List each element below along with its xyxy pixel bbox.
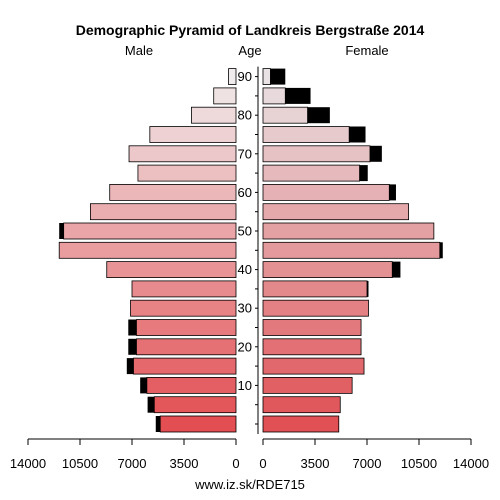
female-bar-45-49 [262, 241, 441, 259]
male-bar-65-69 [137, 164, 237, 182]
female-excess-bar-40-44 [392, 261, 401, 278]
female-bar-15-19 [262, 357, 365, 375]
female-bar-85-89 [262, 87, 286, 105]
female-bar-55-59 [262, 203, 410, 221]
age-label: Age [238, 43, 261, 58]
female-bar-50-54 [262, 222, 435, 240]
male-bar-45-49 [58, 241, 237, 259]
female-bar-25-29 [262, 319, 362, 336]
male-bar-80-84 [191, 106, 237, 124]
male-bar-30-34 [130, 299, 237, 317]
female-excess-bar-35-39 [367, 280, 369, 297]
bars-group [58, 68, 443, 433]
male-bar-5-9 [153, 396, 237, 414]
right-x-tick-label: 10500 [401, 456, 437, 471]
female-bar-30-34 [262, 299, 369, 317]
female-excess-bar-45-49 [439, 242, 443, 259]
age-tick-label: 90 [238, 69, 252, 84]
male-excess-bar-5-9 [147, 396, 155, 413]
male-excess-bar-10-14 [140, 377, 147, 394]
male-bar-0-4 [159, 415, 237, 433]
left-x-tick-label: 3500 [170, 456, 199, 471]
female-excess-bar-75-79 [349, 126, 366, 143]
age-tick-label: 30 [238, 301, 252, 316]
female-bar-70-74 [262, 145, 371, 163]
right-x-tick-label: 7000 [353, 456, 382, 471]
male-excess-bar-20-24 [128, 338, 137, 355]
male-excess-bar-15-19 [126, 358, 134, 375]
female-label: Female [345, 43, 388, 58]
footer-url: www.iz.sk/RDE715 [194, 477, 305, 492]
male-bar-20-24 [136, 338, 237, 356]
female-bar-10-14 [262, 376, 353, 394]
age-tick-label: 50 [238, 224, 252, 239]
male-bar-85-89 [213, 87, 237, 105]
female-excess-bar-80-84 [307, 107, 330, 124]
axes-group: 14000 10500 7000 3500 0 0 3500 7000 10500 14000 10… [10, 66, 489, 471]
right-x-tick-label: 14000 [453, 456, 489, 471]
male-bar-40-44 [106, 261, 237, 279]
male-excess-bar-25-29 [128, 319, 137, 336]
female-excess-bar-60-64 [389, 184, 396, 201]
female-bar-60-64 [262, 183, 390, 201]
left-x-tick-label: 14000 [10, 456, 46, 471]
left-x-tick-label: 7000 [118, 456, 147, 471]
female-bar-90+ [262, 68, 271, 85]
age-tick-label: 70 [238, 146, 252, 161]
male-bar-35-39 [131, 280, 237, 298]
male-bar-70-74 [128, 145, 237, 163]
female-excess-bar-90+ [270, 68, 286, 85]
male-bar-10-14 [146, 376, 237, 394]
male-bar-60-64 [109, 183, 237, 201]
female-bar-75-79 [262, 126, 350, 143]
age-tick-label: 20 [238, 339, 252, 354]
age-tick-label: 10 [238, 378, 252, 393]
male-label: Male [125, 43, 153, 58]
male-bar-25-29 [136, 319, 237, 336]
female-bar-0-4 [262, 415, 340, 433]
age-tick-label: 40 [238, 262, 252, 277]
chart-title: Demographic Pyramid of Landkreis Bergstr… [76, 22, 425, 38]
age-tick-label: 80 [238, 108, 252, 123]
female-excess-bar-70-74 [369, 145, 382, 162]
female-bar-35-39 [262, 280, 368, 298]
male-bar-75-79 [149, 126, 237, 143]
left-x-tick-label: 0 [232, 456, 239, 471]
male-bar-55-59 [90, 203, 237, 221]
male-bar-15-19 [133, 357, 237, 375]
male-bar-90+ [228, 68, 237, 85]
female-bar-5-9 [262, 396, 341, 414]
right-x-tick-label: 3500 [301, 456, 330, 471]
right-x-tick-label: 0 [259, 456, 266, 471]
female-bar-20-24 [262, 338, 362, 356]
male-excess-bar-0-4 [155, 416, 161, 432]
left-x-tick-label: 10500 [62, 456, 98, 471]
female-bar-65-69 [262, 164, 360, 182]
male-bar-50-54 [63, 222, 237, 240]
female-bar-80-84 [262, 106, 308, 124]
female-bar-40-44 [262, 261, 393, 279]
age-tick-label: 60 [238, 185, 252, 200]
female-excess-bar-85-89 [285, 87, 311, 104]
female-excess-bar-65-69 [359, 165, 368, 182]
male-excess-bar-50-54 [59, 223, 64, 239]
